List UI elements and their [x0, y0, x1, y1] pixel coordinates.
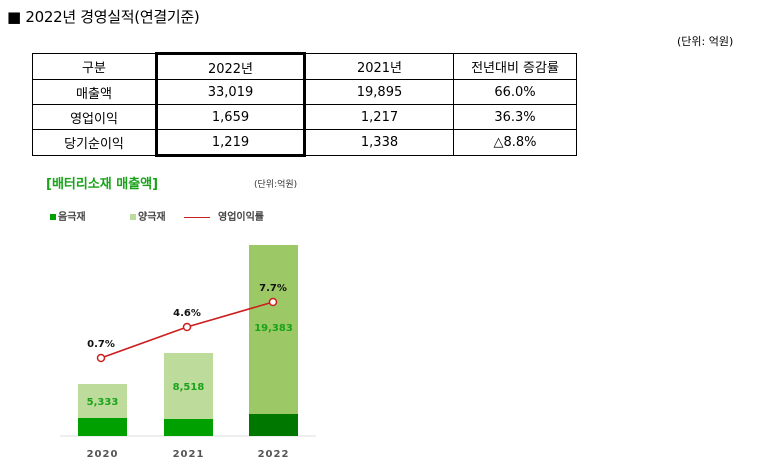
bar-anode-2021 [164, 419, 213, 436]
bar-cathode-2021 [164, 353, 213, 419]
legend-item-anode: 음극재 [50, 208, 86, 223]
x-tick-label: 2020 [87, 449, 119, 460]
bar-cathode-2022 [249, 245, 298, 414]
legend-label: 양극재 [138, 212, 166, 223]
legend-label: 영업이익률 [218, 212, 264, 223]
legend-label: 음극재 [58, 212, 86, 223]
cell: △8.8% [453, 129, 577, 156]
margin-label: 7.7% [259, 283, 287, 294]
margin-point [268, 297, 278, 307]
bar-value-label: 8,518 [173, 382, 205, 393]
cell: 당기순이익 [32, 129, 157, 156]
margin-label: 4.6% [173, 308, 201, 319]
x-tick-label: 2021 [173, 449, 205, 460]
cell: 66.0% [453, 79, 577, 105]
margin-point [96, 353, 106, 363]
bar-anode-2022 [249, 414, 298, 436]
margin-point [182, 322, 192, 332]
legend-swatch [130, 214, 136, 220]
table-header-row: 구분 2022년 2021년 전년대비 증감률 [32, 52, 577, 80]
legend-item-margin: 영업이익률 [184, 208, 264, 223]
x-tick-label: 2022 [258, 449, 290, 460]
cell: 1,338 [304, 129, 454, 156]
bar-cathode-2020 [78, 384, 127, 418]
bar-value-label: 5,333 [87, 397, 119, 408]
table-row: 매출액 33,019 19,895 66.0% [32, 79, 577, 105]
cell: 33,019 [155, 79, 306, 105]
unit-label: (단위: 억원) [677, 35, 734, 48]
bar-value-label: 19,383 [254, 323, 293, 334]
cell: 1,219 [155, 129, 306, 157]
legend-swatch [50, 214, 56, 220]
chart-unit: (단위:억원) [254, 180, 298, 190]
cell: 19,895 [304, 79, 454, 105]
chart-title: [배터리소재 매출액] [46, 177, 159, 192]
cell: 매출액 [32, 79, 157, 105]
bar-anode-2020 [78, 418, 127, 436]
margin-label: 0.7% [87, 339, 115, 350]
page-title: ■ 2022년 경영실적(연결기준) [7, 8, 200, 26]
legend-item-cathode: 양극재 [130, 208, 166, 223]
results-table: 구분 2022년 2021년 전년대비 증감률 매출액 33,019 19,89… [32, 52, 577, 157]
legend-line [184, 216, 210, 218]
table-row: 당기순이익 1,219 1,338 △8.8% [32, 129, 577, 157]
header-cell: 전년대비 증감률 [453, 53, 577, 80]
